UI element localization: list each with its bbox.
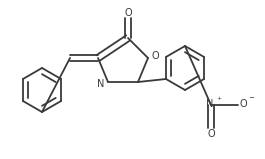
Text: O: O: [207, 129, 215, 139]
Text: N: N: [206, 99, 214, 109]
Text: O: O: [239, 99, 247, 109]
Text: N: N: [97, 79, 105, 89]
Text: −: −: [248, 95, 254, 101]
Text: +: +: [217, 96, 222, 100]
Text: O: O: [151, 51, 159, 61]
Text: O: O: [124, 8, 132, 18]
